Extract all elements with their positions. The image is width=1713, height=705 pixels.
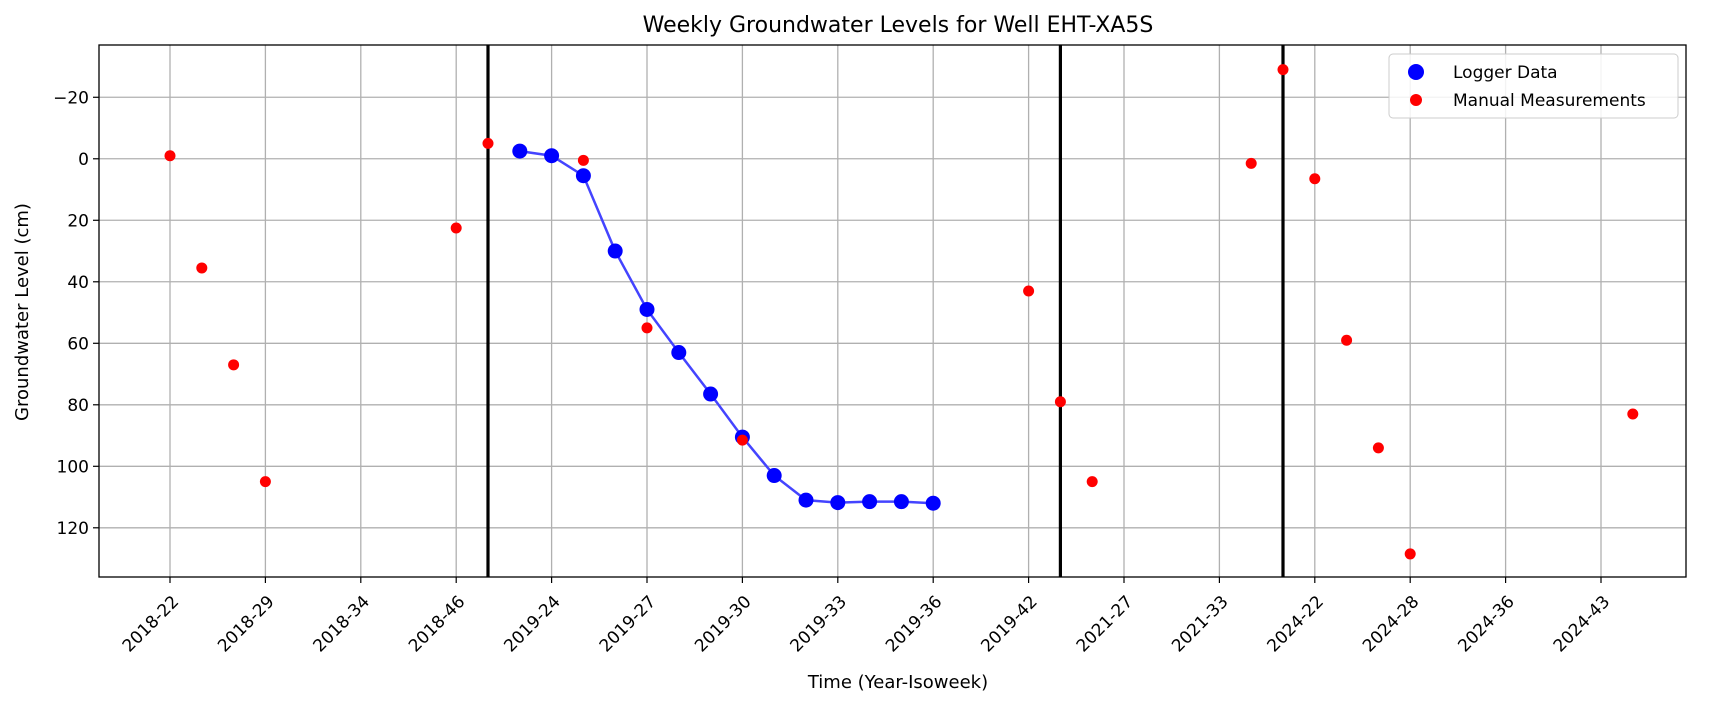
y-tick-label: 100	[57, 457, 89, 477]
manual-measurement-point	[1627, 408, 1639, 420]
logger-data-point	[671, 345, 687, 361]
manual-measurement-point	[1023, 285, 1035, 297]
manual-measurement-point	[450, 222, 462, 234]
x-tick-label: 2024-28	[1359, 592, 1423, 656]
x-tick-label: 2021-27	[1073, 592, 1137, 656]
logger-data-point	[766, 468, 782, 484]
x-tick-label: 2018-22	[119, 592, 183, 656]
manual-measurement-point	[1277, 64, 1289, 76]
grid-lines	[99, 45, 1686, 577]
legend-box	[1388, 53, 1679, 119]
manual-measurement-point	[1086, 476, 1098, 488]
legend-label-manual: Manual Measurements	[1453, 91, 1646, 111]
y-tick-label: 80	[67, 396, 89, 416]
legend-marker-manual	[1410, 94, 1422, 106]
x-tick-label: 2019-42	[977, 592, 1041, 656]
chart-title: Weekly Groundwater Levels for Well EHT-X…	[643, 13, 1154, 38]
manual-measurement-point	[1309, 173, 1321, 185]
manual-measurement-point	[577, 154, 589, 166]
legend-marker-logger	[1408, 64, 1424, 80]
y-tick-label: 40	[67, 273, 89, 293]
manual-measurement-point	[164, 150, 176, 162]
manual-measurement-point	[1245, 157, 1257, 169]
logger-data-point	[862, 494, 878, 510]
x-tick-label: 2021-33	[1168, 592, 1232, 656]
legend-label-logger: Logger Data	[1453, 63, 1558, 83]
logger-data-point	[544, 148, 560, 164]
logger-data-point	[512, 143, 528, 159]
x-tick-label: 2019-27	[596, 592, 660, 656]
y-tick-label: 0	[78, 150, 89, 170]
data-points	[164, 64, 1639, 560]
x-tick-label: 2019-33	[787, 592, 851, 656]
x-axis-label: Time (Year-Isoweek)	[807, 672, 988, 693]
manual-measurement-point	[736, 434, 748, 446]
manual-measurement-point	[1341, 334, 1353, 346]
manual-measurement-point	[1372, 442, 1384, 454]
x-tick-label: 2019-30	[691, 592, 755, 656]
vertical-markers	[486, 45, 1285, 577]
manual-measurement-point	[482, 137, 494, 149]
axis-ticks: 2018-22 2018-29 2018-34 2018-46 2019-24 2019-…	[53, 88, 1614, 656]
y-tick-label: 120	[57, 519, 89, 539]
logger-data-point	[575, 168, 591, 184]
logger-data-point	[607, 243, 623, 259]
logger-data-point	[798, 492, 814, 508]
logger-data-point	[925, 495, 941, 511]
x-tick-label: 2024-43	[1550, 592, 1614, 656]
logger-data-point	[703, 386, 719, 402]
y-tick-label: 20	[67, 211, 89, 231]
logger-series-line	[519, 149, 934, 505]
x-tick-label: 2018-29	[214, 592, 278, 656]
logger-line	[519, 149, 934, 505]
x-tick-label: 2024-36	[1454, 592, 1518, 656]
manual-measurement-point	[1404, 548, 1416, 560]
x-tick-label: 2018-34	[310, 592, 374, 656]
manual-measurement-point	[641, 322, 653, 334]
y-tick-label: 60	[67, 334, 89, 354]
x-tick-label: 2019-24	[500, 592, 564, 656]
logger-data-point	[830, 495, 846, 511]
y-tick-label: −20	[53, 88, 89, 108]
logger-data-point	[639, 301, 655, 317]
legend: Logger Data Manual Measurements	[1388, 53, 1679, 119]
y-axis-label: Groundwater Level (cm)	[12, 203, 33, 421]
x-tick-label: 2019-36	[882, 592, 946, 656]
manual-measurement-point	[196, 262, 208, 274]
manual-measurement-point	[1054, 396, 1066, 408]
manual-measurement-point	[259, 476, 271, 488]
x-tick-label: 2024-22	[1264, 592, 1328, 656]
logger-data-point	[893, 494, 909, 510]
manual-measurement-point	[228, 359, 240, 371]
plot-frame	[98, 44, 1687, 578]
x-tick-label: 2018-46	[405, 592, 469, 656]
